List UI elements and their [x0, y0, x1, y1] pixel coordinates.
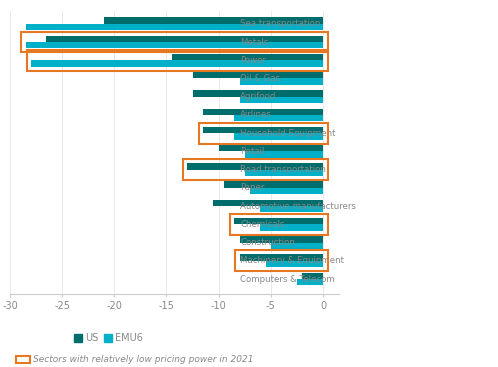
Bar: [25, 42, 323, 48]
Bar: [236, 250, 328, 271]
Bar: [21, 32, 328, 52]
Bar: [250, 188, 323, 194]
Text: Computers & Telecom: Computers & Telecom: [240, 275, 335, 284]
Bar: [234, 115, 323, 121]
Bar: [25, 24, 323, 30]
Text: Paper: Paper: [240, 184, 264, 192]
Bar: [27, 50, 328, 70]
Text: Agrifood: Agrifood: [240, 92, 276, 101]
Bar: [203, 127, 323, 133]
Text: Construction: Construction: [240, 238, 295, 247]
Bar: [214, 200, 323, 206]
Bar: [245, 152, 323, 158]
Bar: [234, 133, 323, 139]
Bar: [240, 97, 323, 103]
Bar: [260, 206, 323, 212]
Bar: [183, 159, 328, 180]
Text: Metals: Metals: [240, 37, 268, 47]
Text: Household Equipment: Household Equipment: [240, 129, 336, 138]
Bar: [302, 273, 323, 279]
Bar: [240, 79, 323, 85]
Bar: [46, 36, 323, 42]
Bar: [199, 123, 328, 143]
Bar: [193, 72, 323, 79]
Legend: Sectors with relatively low pricing power in 2021: Sectors with relatively low pricing powe…: [12, 352, 257, 367]
Bar: [234, 218, 323, 224]
Bar: [224, 181, 323, 188]
Bar: [172, 54, 323, 60]
Bar: [260, 224, 323, 231]
Text: Road transportation: Road transportation: [240, 165, 326, 174]
Text: Sea transportation: Sea transportation: [240, 19, 320, 28]
Bar: [203, 109, 323, 115]
Bar: [245, 170, 323, 176]
Bar: [240, 254, 323, 261]
Bar: [31, 60, 323, 67]
Text: Machinery & Equipment: Machinery & Equipment: [240, 256, 344, 265]
Bar: [104, 17, 323, 24]
Bar: [230, 214, 328, 235]
Bar: [187, 163, 323, 170]
Bar: [219, 145, 323, 152]
Bar: [240, 236, 323, 243]
Bar: [265, 261, 323, 267]
Bar: [297, 279, 323, 286]
Text: Retail: Retail: [240, 147, 264, 156]
Text: Airlines: Airlines: [240, 110, 272, 119]
Bar: [193, 90, 323, 97]
Text: Chemicals: Chemicals: [240, 220, 284, 229]
Text: Automotive manufacturers: Automotive manufacturers: [240, 201, 356, 211]
Bar: [271, 243, 323, 249]
Text: Oil & Gas: Oil & Gas: [240, 74, 280, 83]
Text: Power: Power: [240, 56, 266, 65]
